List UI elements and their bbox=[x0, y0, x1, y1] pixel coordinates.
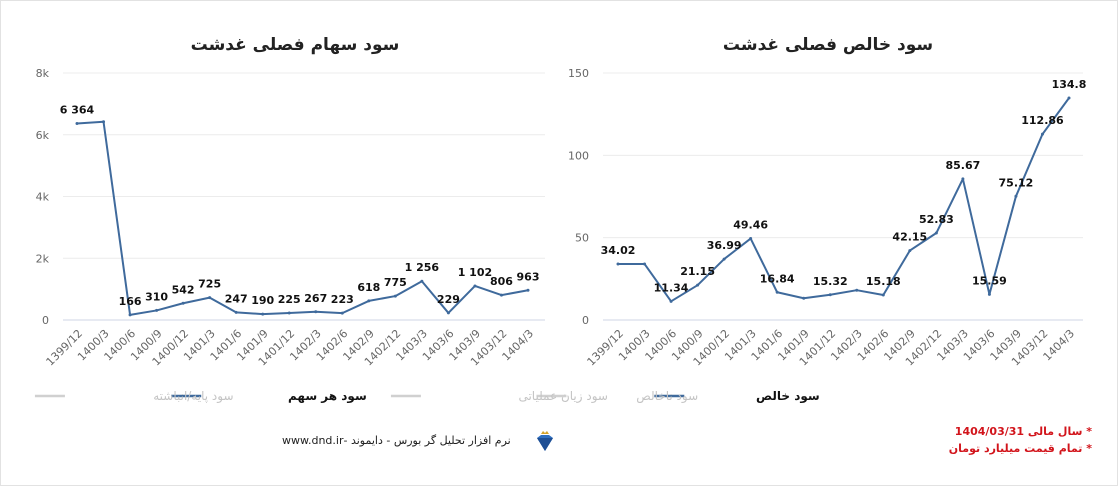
currency-note: * تمام قیمت میلیارد تومان bbox=[948, 442, 1092, 455]
data-point bbox=[393, 294, 397, 298]
data-point bbox=[961, 177, 965, 181]
data-point bbox=[669, 299, 673, 303]
data-point bbox=[128, 313, 132, 317]
data-point bbox=[908, 249, 912, 253]
y-tick-label: 6k bbox=[36, 129, 50, 142]
y-tick-label: 2k bbox=[36, 252, 50, 265]
y-tick-label: 150 bbox=[568, 67, 589, 80]
data-label: 229 bbox=[437, 293, 460, 306]
data-label: 310 bbox=[145, 290, 168, 303]
data-point bbox=[749, 237, 753, 241]
data-point bbox=[234, 310, 238, 314]
data-label: 247 bbox=[225, 292, 248, 305]
data-label: 725 bbox=[198, 278, 221, 291]
data-label: 11.34 bbox=[654, 281, 689, 294]
data-point bbox=[855, 288, 859, 292]
y-tick-label: 50 bbox=[575, 232, 589, 245]
data-point bbox=[775, 290, 779, 294]
chart-title: سود خالص فصلی غدشت bbox=[723, 35, 933, 55]
y-tick-label: 4k bbox=[36, 191, 50, 204]
y-tick-label: 8k bbox=[36, 67, 50, 80]
data-point bbox=[881, 293, 885, 297]
data-label: 223 bbox=[331, 293, 354, 306]
data-label: 112.86 bbox=[1021, 114, 1064, 127]
data-point bbox=[367, 299, 371, 303]
data-point bbox=[722, 257, 726, 261]
data-label: 16.84 bbox=[760, 272, 795, 285]
data-label: 1 102 bbox=[458, 266, 492, 279]
data-point bbox=[287, 311, 291, 315]
data-label: 542 bbox=[172, 283, 195, 296]
chart-title: سود سهام فصلی غدشت bbox=[191, 35, 400, 55]
data-point bbox=[155, 308, 159, 312]
data-point bbox=[526, 288, 530, 292]
data-label: 166 bbox=[119, 295, 142, 308]
data-point bbox=[314, 310, 318, 314]
legend-item-label: سود هر سهم bbox=[288, 389, 367, 404]
data-point bbox=[616, 262, 620, 266]
y-tick-label: 0 bbox=[42, 314, 49, 327]
data-label: 1 256 bbox=[405, 261, 440, 274]
data-label: 267 bbox=[304, 292, 327, 305]
data-label: 6 364 bbox=[60, 104, 95, 117]
data-label: 15.59 bbox=[972, 274, 1007, 287]
data-label: 42.15 bbox=[892, 231, 927, 244]
data-label: 15.18 bbox=[866, 275, 901, 288]
series-line bbox=[618, 97, 1070, 303]
data-label: 775 bbox=[384, 276, 407, 289]
data-label: 52.83 bbox=[919, 213, 954, 226]
data-point bbox=[499, 293, 503, 297]
data-point bbox=[643, 262, 647, 266]
data-point bbox=[828, 293, 832, 297]
data-label: 618 bbox=[357, 281, 380, 294]
x-tick-label: 1399/12 bbox=[585, 327, 627, 369]
data-point bbox=[340, 311, 344, 315]
data-point bbox=[420, 279, 424, 283]
data-label: 190 bbox=[251, 294, 274, 307]
data-point bbox=[1040, 132, 1044, 136]
data-label: 134.8 bbox=[1052, 78, 1087, 91]
data-point bbox=[1067, 96, 1071, 100]
data-point bbox=[987, 292, 991, 296]
data-point bbox=[102, 120, 106, 124]
data-label: 75.12 bbox=[999, 176, 1034, 189]
data-point bbox=[446, 311, 450, 315]
series-line bbox=[76, 120, 529, 316]
y-tick-label: 100 bbox=[568, 149, 589, 162]
y-tick-label: 0 bbox=[582, 314, 589, 327]
legend-item-label: سود خالص bbox=[756, 389, 820, 404]
data-label: 36.99 bbox=[707, 239, 742, 252]
data-point bbox=[802, 296, 806, 300]
logo-diamond-icon bbox=[535, 430, 555, 452]
data-point bbox=[934, 231, 938, 235]
fiscal-year-note: * سال مالی 1404/03/31 bbox=[954, 425, 1092, 438]
data-point bbox=[181, 301, 185, 305]
legend-item-label: سود زیان عملیاتی bbox=[518, 389, 608, 404]
data-point bbox=[261, 312, 265, 316]
legend-item-label: سود پایه/انباشته bbox=[153, 389, 233, 404]
data-label: 85.67 bbox=[945, 159, 980, 172]
data-label: 225 bbox=[278, 293, 301, 306]
data-label: 21.15 bbox=[680, 265, 715, 278]
data-label: 34.02 bbox=[601, 244, 636, 257]
data-point bbox=[473, 284, 477, 288]
data-point bbox=[208, 296, 212, 300]
data-point bbox=[1014, 194, 1018, 198]
data-point bbox=[75, 122, 79, 126]
data-label: 49.46 bbox=[733, 219, 768, 232]
software-credit: نرم افزار تحلیل گر بورس - دایموند -www.d… bbox=[282, 434, 511, 447]
legend-item-label: سود ناخالص bbox=[636, 389, 698, 404]
data-label: 806 bbox=[490, 275, 513, 288]
data-label: 963 bbox=[517, 270, 540, 283]
data-label: 15.32 bbox=[813, 275, 848, 288]
data-point bbox=[696, 283, 700, 287]
